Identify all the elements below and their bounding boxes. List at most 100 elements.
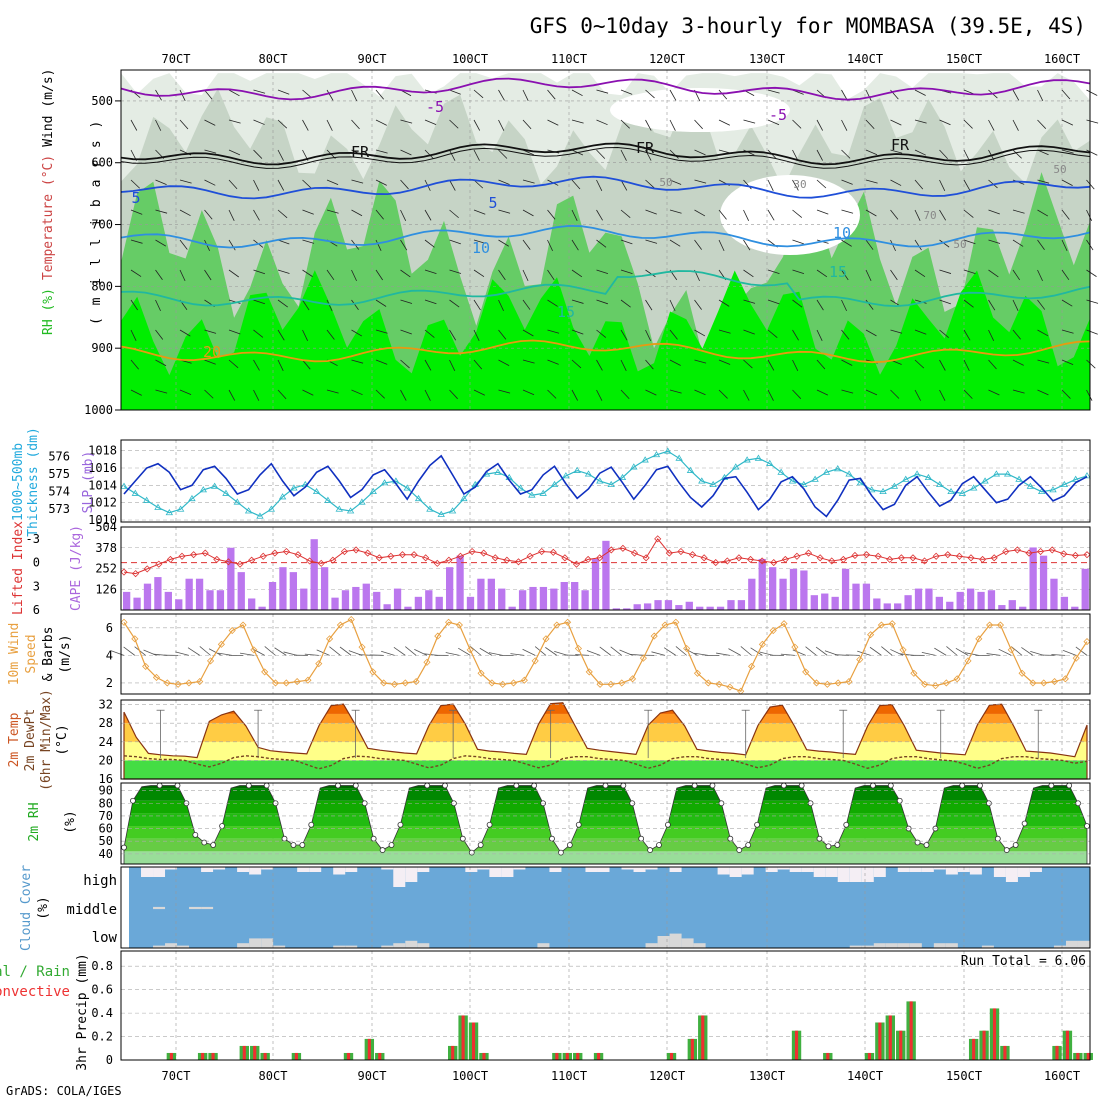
cape-bar — [863, 584, 870, 610]
cloud-bar — [309, 867, 321, 872]
cape-bar — [456, 556, 463, 610]
cape-bar — [748, 579, 755, 610]
rh-point — [371, 836, 376, 841]
contour-label: 20 — [203, 343, 221, 361]
cape-bar — [1040, 556, 1047, 610]
x-axis-top-label: 110CT — [551, 52, 587, 66]
cloud-bar — [670, 867, 682, 872]
cape-bar — [1009, 600, 1016, 610]
ylabel-part: & Barbs — [41, 627, 56, 682]
run-total: Run Total = 6.06 — [961, 954, 1086, 969]
cloud-bar — [634, 867, 646, 872]
cape-bar — [269, 582, 276, 610]
x-axis-bottom-label: 110CT — [551, 1069, 587, 1083]
cape-bar — [383, 604, 390, 610]
rh-point — [826, 844, 831, 849]
x-axis-bottom-label: 140CT — [847, 1069, 883, 1083]
rh-band — [121, 813, 1090, 826]
cloud-bar — [910, 943, 922, 948]
cloud-bar — [501, 867, 513, 877]
rh-point — [202, 840, 207, 845]
legend-convective: Convective — [0, 984, 70, 1000]
y-tick-label: 32 — [99, 698, 113, 712]
cloud-bar — [417, 867, 429, 872]
cloud-bar — [249, 938, 261, 948]
upper-air-ylabel: RH (%)Temperature (°C)Wind (m/s) — [41, 69, 56, 335]
rh-point — [558, 850, 563, 855]
precip-conv-bar — [972, 1039, 975, 1060]
precip-conv-bar — [899, 1031, 902, 1060]
ylabel-part: Thickness (dm) — [26, 427, 41, 537]
cape-bar — [206, 590, 213, 610]
contour-label: 15 — [557, 303, 575, 321]
y-tick-label: 40 — [99, 847, 113, 861]
precip-conv-bar — [670, 1053, 673, 1060]
precip-conv-bar — [795, 1031, 798, 1060]
cape-bar — [800, 570, 807, 610]
cape-bar — [842, 569, 849, 610]
y-tick-label: 24 — [99, 735, 113, 749]
cape-bar — [998, 605, 1005, 610]
x-axis-bottom-label: 150CT — [946, 1069, 982, 1083]
y-tick-label: 6 — [106, 621, 113, 635]
rh-point — [211, 843, 216, 848]
rh-point — [888, 783, 893, 788]
cape-bar — [1029, 547, 1036, 610]
ylabel-part: 3hr Precip (mm) — [75, 953, 90, 1070]
y-tick-label: 0 — [106, 1053, 113, 1067]
ylabel-part: SLP (mb) — [81, 451, 96, 514]
cape-bar — [727, 600, 734, 610]
cape-bar — [769, 567, 776, 610]
contour-label: -5 — [426, 98, 444, 116]
cape-bar — [675, 605, 682, 610]
ylabel-part: 2m DewPt — [23, 709, 38, 772]
rh-point — [336, 783, 341, 788]
contour-label: 5 — [488, 194, 497, 212]
cape-bar — [342, 590, 349, 610]
cloud-bar — [682, 938, 694, 948]
precip-conv-bar — [910, 1001, 913, 1060]
temp-ylabel: 2m Temp2m DewPt(6hr Min/Max)(°C) — [7, 689, 70, 791]
x-axis-bottom-label: 160CT — [1044, 1069, 1080, 1083]
cloud-ylabel: Cloud Cover(%) — [19, 865, 51, 951]
cape-bar — [144, 584, 151, 610]
rh-point — [175, 783, 180, 788]
precip-conv-bar — [983, 1031, 986, 1060]
panel-ylabel: 1000~500mbThickness (dm) — [11, 427, 41, 537]
y-tick-label: 2 — [106, 676, 113, 690]
cape-bar — [821, 594, 828, 610]
ylabel-part: Speed — [24, 634, 39, 673]
cloud-bar — [393, 867, 405, 887]
cape-bar — [248, 598, 255, 610]
cloud-bar — [1030, 867, 1042, 872]
contour-label: 5 — [131, 189, 140, 207]
cloud-bar — [934, 943, 946, 948]
x-axis-top-label: 120CT — [649, 52, 685, 66]
cape-bar — [738, 600, 745, 610]
cape-bar — [592, 559, 599, 610]
precip-conv-bar — [462, 1015, 465, 1060]
rh-point — [157, 783, 162, 788]
cloud-bar — [153, 867, 165, 877]
rh-point — [514, 783, 519, 788]
cloud-bar — [898, 867, 910, 872]
contour-label: FR — [351, 143, 370, 161]
contour-label: 30 — [793, 178, 806, 191]
precip-conv-bar — [597, 1053, 600, 1060]
slp-thickness-panel: 576575574573101810161014101210101000~500… — [11, 427, 1090, 537]
rh-point — [576, 822, 581, 827]
cape-bar — [363, 584, 370, 610]
cape-tick-label: 252 — [95, 562, 117, 576]
li-tick-label: 6 — [33, 603, 40, 617]
cape-bar — [759, 559, 766, 610]
contour-label: 10 — [472, 239, 490, 257]
rh-point — [443, 783, 448, 788]
cape-bar — [852, 584, 859, 610]
cape-bar — [946, 602, 953, 610]
cloud-bar — [201, 907, 213, 909]
cape-bar — [373, 592, 380, 610]
